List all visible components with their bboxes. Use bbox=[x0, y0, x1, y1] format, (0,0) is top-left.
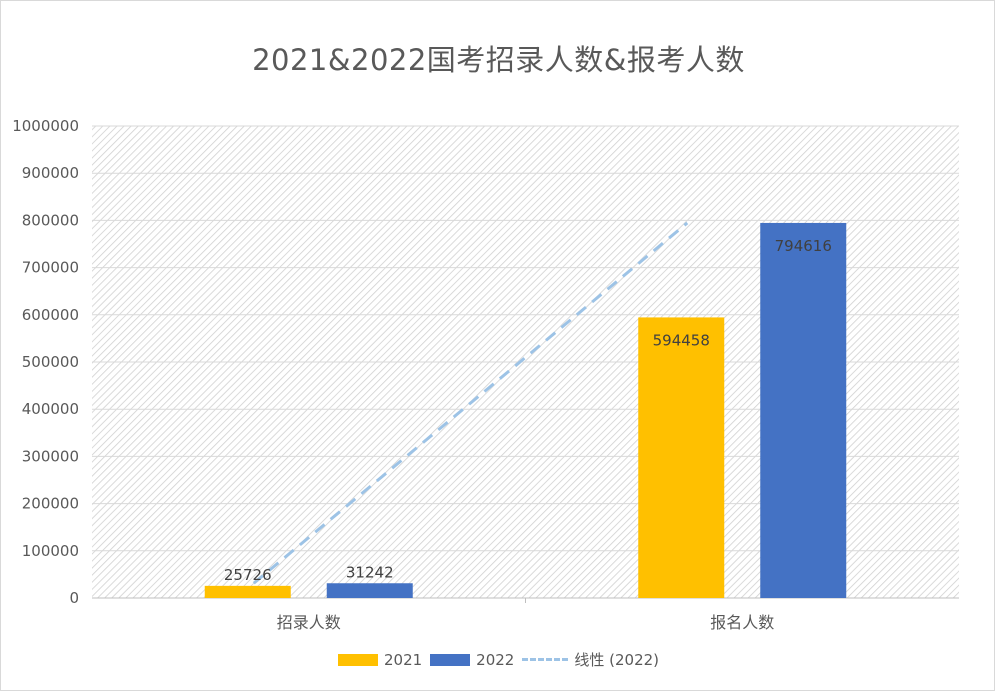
data-label: 31242 bbox=[346, 563, 394, 581]
legend-item-2022: 2022 bbox=[430, 651, 514, 669]
bar-2022-0 bbox=[326, 583, 413, 598]
category-label: 招录人数 bbox=[277, 613, 341, 632]
bars bbox=[204, 222, 847, 598]
trendline bbox=[252, 221, 689, 585]
bar-2022-1 bbox=[760, 222, 847, 598]
legend-item-2021: 2021 bbox=[337, 650, 423, 669]
y-tick-label: 900000 bbox=[22, 164, 79, 182]
chart-title: 2021&2022国考招录人数&报考人数 bbox=[252, 43, 745, 77]
data-label: 594458 bbox=[653, 331, 710, 349]
y-tick-label: 100000 bbox=[22, 542, 79, 560]
legend-label-2021: 2021 bbox=[383, 650, 423, 669]
bar-2021-0 bbox=[204, 585, 291, 598]
y-tick-label: 1000000 bbox=[12, 117, 79, 135]
data-label: 25726 bbox=[224, 566, 272, 584]
legend-swatch-2022 bbox=[430, 653, 471, 666]
legend-swatch-2021 bbox=[337, 653, 378, 666]
data-label: 794616 bbox=[775, 237, 832, 255]
category-label: 报名人数 bbox=[710, 613, 774, 632]
y-tick-label: 700000 bbox=[22, 259, 79, 277]
legend-label-2022: 2022 bbox=[476, 650, 515, 669]
y-tick-label: 300000 bbox=[22, 447, 79, 465]
y-tick-label: 800000 bbox=[22, 211, 79, 229]
legend-swatch-trendline bbox=[522, 658, 569, 661]
data-labels: 25726 31242 594458 794616 bbox=[224, 237, 832, 584]
trendline-path bbox=[252, 221, 689, 585]
y-tick-label: 0 bbox=[69, 589, 79, 607]
x-axis-categories: 招录人数 报名人数 bbox=[277, 598, 774, 632]
legend-label-trendline: 线性 (2022) bbox=[574, 651, 660, 669]
y-tick-label: 200000 bbox=[22, 495, 79, 513]
y-tick-label: 500000 bbox=[22, 353, 79, 371]
bar-2021-1 bbox=[638, 317, 725, 598]
y-axis-ticks: 0 100000 200000 300000 400000 500000 600000 700… bbox=[12, 117, 79, 607]
legend-item-trendline: 线性 (2022) bbox=[522, 649, 659, 670]
y-tick-label: 400000 bbox=[22, 400, 79, 418]
legend: 2021 2022 线性 (2022) bbox=[1, 649, 995, 670]
y-tick-label: 600000 bbox=[22, 306, 79, 324]
